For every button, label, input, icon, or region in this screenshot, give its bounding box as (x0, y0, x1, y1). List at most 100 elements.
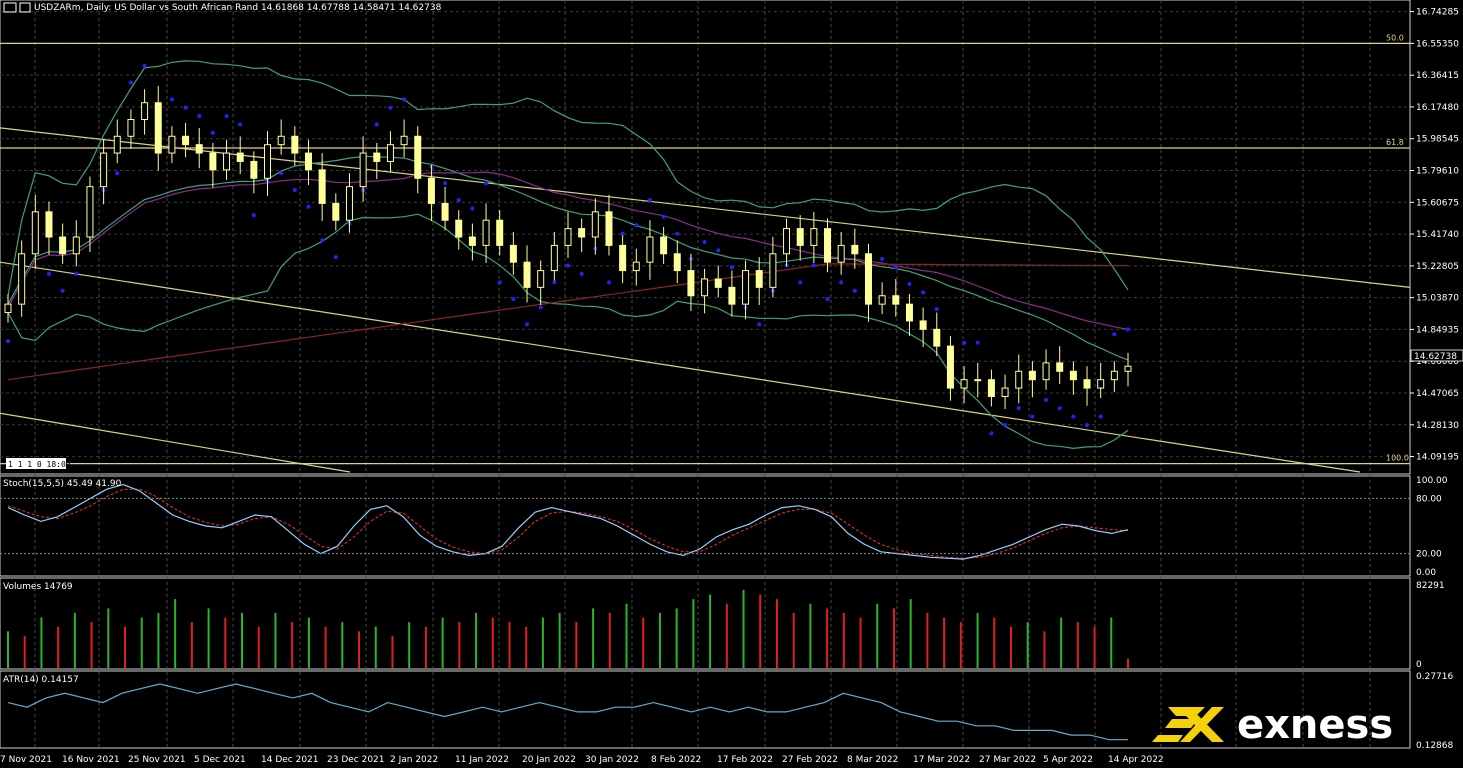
candle-bull (1042, 362, 1050, 381)
price-tick-label: 14.28130 (1416, 421, 1459, 431)
candle-bear (946, 345, 954, 389)
sar-dot (1071, 414, 1076, 419)
date-label: 8 Feb 2022 (651, 755, 701, 765)
candle-bear (455, 219, 463, 238)
trend-lines[interactable] (0, 127, 1411, 473)
candle-bear (441, 202, 449, 221)
fibonacci-lines[interactable]: 50.0 61.8 100.0 (0, 33, 1410, 465)
atr-label: ATR(14) 0.14157 (3, 675, 79, 685)
trend-line (0, 127, 1411, 288)
candle-bear (892, 295, 900, 305)
candle-bear (182, 135, 190, 146)
sar-dot (484, 181, 489, 186)
bollinger-lower (7, 213, 1129, 450)
stoch-axis-label: 0.00 (1416, 568, 1436, 578)
candle-bull (960, 379, 968, 389)
exness-wordmark: exness (1237, 702, 1393, 748)
volume-panel[interactable] (0, 577, 1411, 670)
candle-bear (714, 278, 722, 288)
candle-bull (701, 278, 709, 297)
date-label: 17 Feb 2022 (717, 755, 773, 765)
sar-dot (907, 282, 912, 286)
price-tick-label: 15.98545 (1416, 135, 1459, 145)
candle-bull (564, 228, 572, 246)
candle-bull (223, 152, 231, 171)
date-label: 14 Dec 2021 (261, 755, 319, 765)
date-label: 7 Nov 2021 (0, 755, 52, 765)
candle-bull (537, 270, 545, 288)
sar-dot (552, 280, 557, 285)
candle-bear (851, 244, 859, 255)
exness-logo: exness (1152, 702, 1393, 748)
header-icons[interactable] (3, 2, 31, 13)
sar-dot (729, 265, 734, 270)
candle-bull (974, 379, 982, 382)
price-tick-label: 16.36415 (1416, 71, 1459, 81)
candle-bear (824, 228, 832, 263)
sar-dot (975, 340, 980, 345)
candle-bull (632, 261, 640, 272)
time-badge-box (6, 458, 66, 469)
candle-bull (345, 186, 353, 221)
candle-bear (687, 270, 695, 297)
price-tick-label: 14.09195 (1416, 453, 1459, 463)
candle-bear (45, 211, 53, 238)
candle-bear (414, 135, 422, 179)
candle-bear (318, 169, 326, 204)
price-tick-label: 16.55350 (1416, 39, 1459, 49)
candle-bear (427, 177, 435, 204)
sar-dot (197, 114, 202, 119)
sar-dot (224, 114, 229, 119)
atr-axis-label: 0.12868 (1416, 741, 1453, 751)
stoch-panel[interactable] (0, 475, 1411, 577)
sar-dot (798, 280, 803, 285)
date-label: 30 Jan 2022 (585, 755, 639, 765)
candle-bull (386, 144, 394, 162)
date-label: 27 Feb 2022 (782, 755, 838, 765)
candle-bull (550, 244, 558, 272)
date-label: 11 Jan 2022 (455, 755, 509, 765)
date-label: 17 Mar 2022 (913, 755, 970, 765)
restore-icon[interactable] (19, 2, 31, 13)
stoch-signal-line (7, 488, 1129, 559)
bollinger-bands (7, 60, 1129, 450)
candle-bear (864, 253, 872, 305)
stoch-main-line (7, 483, 1129, 560)
candle-bear (373, 152, 381, 162)
stoch-axis-label: 20.00 (1416, 550, 1442, 560)
candle-bull (18, 253, 26, 305)
candle-bull (1015, 370, 1023, 389)
sar-dot (388, 105, 393, 110)
exness-mark-icon (1152, 707, 1224, 742)
sar-dot (1044, 397, 1049, 402)
sar-dot (46, 271, 51, 276)
main-price-panel[interactable] (0, 0, 1411, 475)
sar-dot (238, 122, 243, 127)
sar-dot (456, 198, 461, 203)
candle-bear (660, 236, 668, 255)
candle-bull (482, 219, 490, 246)
chart-window-icon[interactable] (3, 2, 17, 13)
volume-bars (7, 590, 1129, 668)
price-tick-label: 16.17480 (1416, 103, 1459, 113)
bollinger-upper (7, 60, 1129, 296)
sar-dot (74, 271, 79, 276)
sar-dot (825, 297, 830, 302)
candle-bull (4, 303, 12, 314)
atr-axis-label: 0.27716 (1416, 672, 1453, 682)
sar-dot (634, 223, 639, 228)
candle-bear (154, 102, 162, 154)
sar-dot (675, 231, 680, 236)
candle-bull (810, 228, 818, 246)
sar-dot (757, 322, 762, 327)
candle-bear (933, 328, 941, 347)
candle-bear (59, 236, 67, 255)
candle-bear (496, 219, 504, 246)
sar-dot (210, 130, 215, 135)
date-label: 16 Nov 2021 (62, 755, 120, 765)
candle-bear (905, 303, 913, 322)
trend-line (0, 261, 1361, 473)
candle-bear (578, 228, 586, 238)
candle-bear (755, 270, 763, 288)
